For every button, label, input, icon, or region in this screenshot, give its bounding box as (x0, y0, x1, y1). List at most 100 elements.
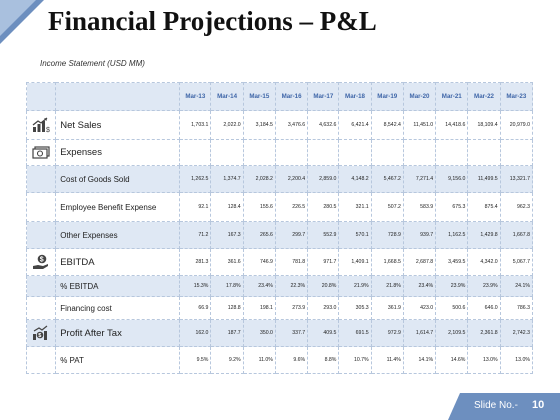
table-cell: 570.1 (338, 221, 372, 249)
table-cell: 24.1% (499, 275, 534, 297)
table-cell: 2,687.8 (402, 248, 437, 276)
column-header: Mar-16 (274, 82, 309, 111)
table-cell: 1,262.5 (179, 165, 212, 193)
row-label: Cost of Goods Sold (55, 165, 181, 193)
table-cell: 128.4 (210, 192, 244, 222)
table-cell: 17.8% (210, 275, 244, 297)
table-cell: 2,859.0 (307, 165, 340, 193)
column-header: Mar-17 (307, 82, 340, 111)
table-cell: 8.8% (307, 346, 340, 374)
table-cell: 11,499.5 (467, 165, 501, 193)
page-title: Financial Projections – P&L (48, 6, 377, 36)
table-row-employee-benefit: Employee Benefit Expense 92.1 128.4 155.… (25, 192, 534, 222)
table-row-net-sales: $ Net Sales 1,703.1 2,022.0 3,184.5 3,47… (25, 110, 534, 140)
table-cell: 972.9 (370, 319, 404, 347)
table-cell (25, 192, 57, 222)
table-cell: 23.9% (435, 275, 469, 297)
table-cell: 299.7 (274, 221, 309, 249)
income-statement-table: Mar-13 Mar-14 Mar-15 Mar-16 Mar-17 Mar-1… (25, 82, 534, 374)
table-cell: 23.9% (467, 275, 501, 297)
table-cell: 8,542.4 (370, 110, 404, 140)
table-cell: 962.3 (499, 192, 534, 222)
column-header: Mar-19 (370, 82, 404, 111)
column-header: Mar-21 (435, 82, 469, 111)
table-cell: 3,184.5 (242, 110, 276, 140)
svg-text:$: $ (46, 127, 50, 133)
table-cell: 2,742.3 (499, 319, 534, 347)
table-cell: 71.2 (179, 221, 212, 249)
table-row-profit-after-tax: $ Profit After Tax 162.0 187.7 350.0 337… (25, 319, 534, 347)
table-cell: 13,321.7 (499, 165, 534, 193)
table-cell: 280.5 (307, 192, 340, 222)
table-cell: 20.8% (307, 275, 340, 297)
table-cell: 646.0 (467, 296, 501, 320)
table-cell: 5,067.7 (499, 248, 534, 276)
row-label: Employee Benefit Expense (55, 192, 181, 222)
table-cell: 1,667.8 (499, 221, 534, 249)
table-cell: 971.7 (307, 248, 340, 276)
table-cell: 21.8% (370, 275, 404, 297)
table-cell: 3,459.5 (435, 248, 469, 276)
row-label: Financing cost (55, 296, 181, 320)
profit-growth-icon: $ (25, 319, 57, 347)
slide-number: 10 (532, 399, 545, 411)
table-cell: 11.0% (242, 346, 276, 374)
table-cell: 21.9% (338, 275, 372, 297)
table-cell (402, 139, 437, 166)
header-accent-shape-light (0, 0, 36, 36)
table-cell: 11,451.0 (402, 110, 437, 140)
table-cell: 2,109.5 (435, 319, 469, 347)
table-cell: 1,374.7 (210, 165, 244, 193)
table-cell: 3,476.6 (274, 110, 309, 140)
column-header: Mar-22 (467, 82, 501, 111)
table-cell: 781.8 (274, 248, 309, 276)
column-header: Mar-18 (338, 82, 372, 111)
table-cell: 9.2% (210, 346, 244, 374)
table-cell (25, 275, 57, 297)
table-cell (499, 139, 534, 166)
table-cell: 11.4% (370, 346, 404, 374)
row-label: % EBITDA (55, 275, 181, 297)
table-cell: 321.1 (338, 192, 372, 222)
row-label: Expenses (55, 139, 181, 166)
table-cell: 361.9 (370, 296, 404, 320)
table-cell (242, 139, 276, 166)
money-icon (25, 139, 57, 166)
table-cell: 155.6 (242, 192, 276, 222)
table-cell: 23.4% (402, 275, 437, 297)
table-cell (25, 165, 57, 193)
dollar-hand-icon: $ (25, 248, 57, 276)
table-cell: 939.7 (402, 221, 437, 249)
table-cell: 552.9 (307, 221, 340, 249)
table-cell: 14.6% (435, 346, 469, 374)
table-cell: 273.9 (274, 296, 309, 320)
table-cell: 128.8 (210, 296, 244, 320)
table-cell: 746.9 (242, 248, 276, 276)
column-header: Mar-13 (179, 82, 212, 111)
table-cell (467, 139, 501, 166)
table-cell: 13.0% (499, 346, 534, 374)
table-cell: 265.6 (242, 221, 276, 249)
table-cell: 7,271.4 (402, 165, 437, 193)
table-cell (307, 139, 340, 166)
table-cell: 583.9 (402, 192, 437, 222)
header-blank-cell (25, 82, 57, 111)
table-header-row: Mar-13 Mar-14 Mar-15 Mar-16 Mar-17 Mar-1… (25, 82, 534, 111)
table-cell: 507.2 (370, 192, 404, 222)
table-cell: 409.5 (307, 319, 340, 347)
table-cell: 162.0 (179, 319, 212, 347)
header-label-cell (55, 82, 181, 111)
table-cell: 198.1 (242, 296, 276, 320)
table-cell: 4,148.2 (338, 165, 372, 193)
column-header: Mar-14 (210, 82, 244, 111)
table-cell: 2,361.8 (467, 319, 501, 347)
table-cell: 15.3% (179, 275, 212, 297)
table-cell: 691.5 (338, 319, 372, 347)
table-cell: 226.5 (274, 192, 309, 222)
table-cell: 22.3% (274, 275, 309, 297)
table-cell: 1,614.7 (402, 319, 437, 347)
table-cell: 14.1% (402, 346, 437, 374)
table-cell: 92.1 (179, 192, 212, 222)
table-cell: 9,156.0 (435, 165, 469, 193)
table-cell: 875.4 (467, 192, 501, 222)
